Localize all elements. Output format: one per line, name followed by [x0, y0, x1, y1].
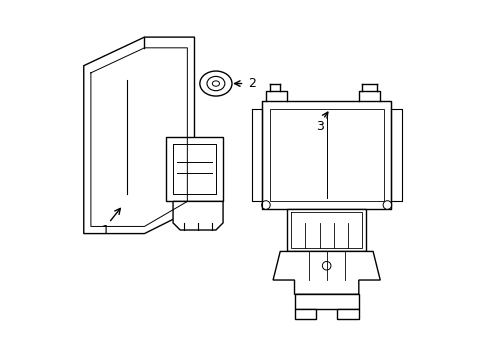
Polygon shape [83, 37, 194, 234]
Polygon shape [294, 309, 315, 319]
FancyBboxPatch shape [262, 102, 390, 208]
Polygon shape [294, 294, 358, 309]
Circle shape [261, 201, 270, 209]
Ellipse shape [212, 81, 219, 86]
Polygon shape [287, 208, 365, 251]
Text: 1: 1 [101, 224, 109, 237]
Ellipse shape [200, 71, 231, 96]
Polygon shape [165, 137, 223, 202]
Polygon shape [272, 251, 380, 294]
Polygon shape [173, 202, 223, 230]
Polygon shape [173, 152, 216, 187]
Circle shape [382, 201, 391, 209]
Circle shape [322, 261, 330, 270]
Polygon shape [337, 309, 358, 319]
Text: 2: 2 [247, 77, 255, 90]
Text: 3: 3 [315, 120, 323, 133]
